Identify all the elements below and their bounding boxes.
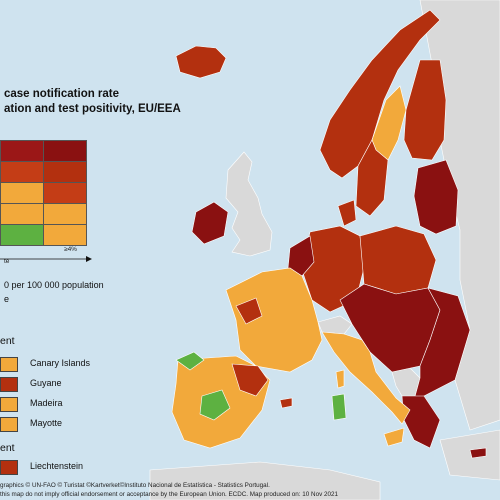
legend-section-regions: ent [0,335,15,347]
country-finland [403,59,447,161]
country-france [225,267,323,373]
legend-axis-label: te [4,258,10,265]
country-greece [401,395,441,449]
matrix-cell [1,204,43,224]
legend-axis-arrow [0,256,92,262]
legend-region-label: Madeira [30,398,63,408]
legend-color-matrix [0,140,87,246]
legend-region-label: Mayotte [30,418,63,428]
legend-label-liechtenstein: Liechtenstein [30,461,84,471]
legend-axis-tick: ≥4% [64,246,77,253]
non-eu-uk [225,151,273,257]
non-eu-north-africa [149,461,381,500]
country-iceland [175,45,227,79]
region-spain-north-green [175,351,205,371]
country-baltics [413,159,459,235]
matrix-cell [44,162,86,182]
region-catalonia [231,363,269,397]
country-netherlands-belgium [287,235,315,277]
legend-swatch-liechtenstein [0,460,18,475]
footer-credits: graphics © UN-FAO © Turistat ©Kartverket… [0,482,270,489]
island-sicily [383,427,405,447]
legend-region-label: Canary Islands [30,358,91,368]
legend-title-line1: case notification rate [4,88,120,100]
legend-swatch [0,377,18,392]
country-italy [321,331,411,425]
legend-rate-sub: e [4,294,10,304]
matrix-cell [1,225,43,245]
island-sardinia [331,393,347,421]
region-spain-center-green [199,389,231,421]
island-balearic [279,397,293,409]
matrix-cell [44,141,86,161]
matrix-cell [44,204,86,224]
legend-swatch [0,397,18,412]
country-ireland [191,201,229,245]
footer-disclaimer: this map do not imply official endorseme… [0,491,339,498]
island-cyprus [469,447,487,459]
country-sweden-south [355,139,389,217]
legend-section-other: ent [0,442,15,454]
matrix-cell [1,162,43,182]
legend-region-label: Guyane [30,378,62,388]
matrix-cell [44,183,86,203]
matrix-cell [1,183,43,203]
non-eu-turkey [439,429,500,481]
country-poland [359,225,437,295]
legend-title-line2: ation and test positivity, EU/EEA [4,103,181,115]
legend-swatch [0,357,18,372]
region-brittany [235,297,263,325]
matrix-cell [44,225,86,245]
legend-swatch [0,417,18,432]
legend-rate-label: 0 per 100 000 population [4,280,104,290]
non-eu-switzerland [317,315,353,335]
country-denmark [337,199,357,227]
matrix-cell [1,141,43,161]
island-corsica [335,369,345,389]
